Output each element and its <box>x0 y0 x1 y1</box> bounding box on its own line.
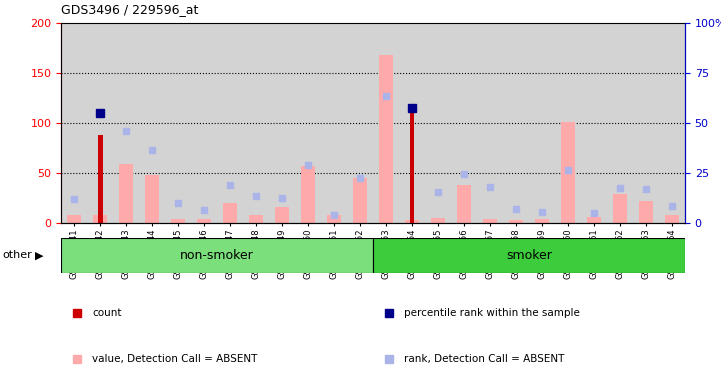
Bar <box>249 215 263 223</box>
Bar <box>431 218 446 223</box>
Text: GDS3496 / 229596_at: GDS3496 / 229596_at <box>61 3 199 16</box>
Bar <box>379 55 393 223</box>
Bar <box>98 135 102 223</box>
Text: rank, Detection Call = ABSENT: rank, Detection Call = ABSENT <box>404 354 565 364</box>
Bar <box>665 215 679 223</box>
Text: other: other <box>2 250 32 260</box>
Text: ▶: ▶ <box>35 250 43 260</box>
Text: count: count <box>92 308 122 318</box>
Bar <box>457 185 472 223</box>
Bar <box>613 194 627 223</box>
Bar <box>275 207 289 223</box>
Text: smoker: smoker <box>506 249 552 262</box>
Bar <box>561 122 575 223</box>
Bar <box>327 215 341 223</box>
Bar <box>587 217 601 223</box>
Bar <box>410 108 415 223</box>
Bar <box>61 238 373 273</box>
Text: non-smoker: non-smoker <box>180 249 254 262</box>
Bar <box>483 219 497 223</box>
Bar <box>373 238 685 273</box>
Bar <box>171 219 185 223</box>
Bar <box>353 178 367 223</box>
Bar <box>405 220 419 223</box>
Bar <box>639 201 653 223</box>
Text: value, Detection Call = ABSENT: value, Detection Call = ABSENT <box>92 354 258 364</box>
Bar <box>93 215 107 223</box>
Bar <box>197 219 211 223</box>
Bar <box>67 215 81 223</box>
Bar <box>301 166 315 223</box>
Bar <box>509 220 523 223</box>
Bar <box>145 175 159 223</box>
Text: percentile rank within the sample: percentile rank within the sample <box>404 308 580 318</box>
Bar <box>223 203 237 223</box>
Bar <box>535 219 549 223</box>
Bar <box>119 164 133 223</box>
